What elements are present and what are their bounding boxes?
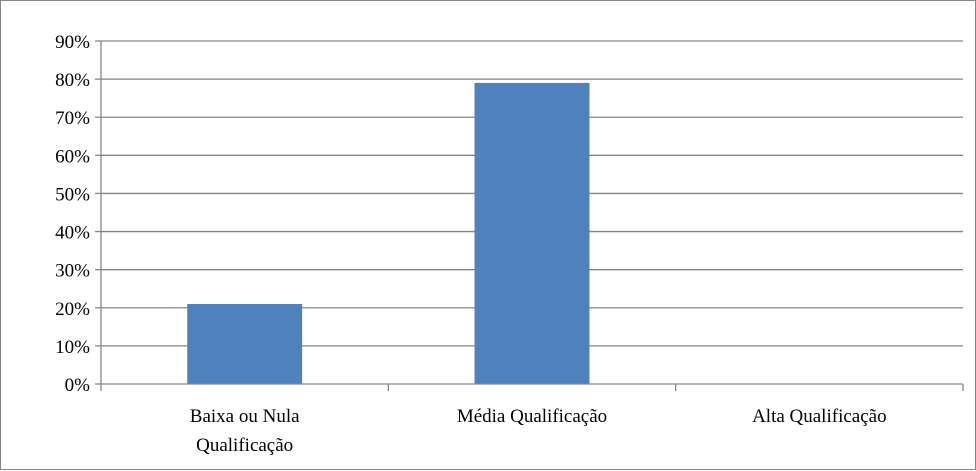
y-tick-labels: 0% 10% 20% 30% 40% 50% 60% 70% 80% 90% xyxy=(55,32,90,396)
bars xyxy=(187,82,590,384)
y-tick-label: 50% xyxy=(55,184,90,205)
y-tick-label: 0% xyxy=(65,375,91,396)
x-category-label: Alta Qualificação xyxy=(752,406,887,427)
x-category-label: Baixa ou Nula Qualificação xyxy=(190,406,300,456)
y-tick-label: 80% xyxy=(55,70,90,91)
y-tick-label: 40% xyxy=(55,223,90,244)
x-category-labels: Baixa ou Nula Qualificação Média Qualifica… xyxy=(190,406,887,456)
y-tick-label: 20% xyxy=(55,299,90,320)
x-category-label: Média Qualificação xyxy=(457,406,607,427)
y-tick-label: 70% xyxy=(55,108,90,129)
y-tick-label: 90% xyxy=(55,32,90,53)
bar xyxy=(187,303,303,384)
y-tick-label: 60% xyxy=(55,146,90,167)
axes xyxy=(95,40,964,391)
y-tick-label: 10% xyxy=(55,337,90,358)
bar xyxy=(474,82,590,384)
y-tick-label: 30% xyxy=(55,261,90,282)
